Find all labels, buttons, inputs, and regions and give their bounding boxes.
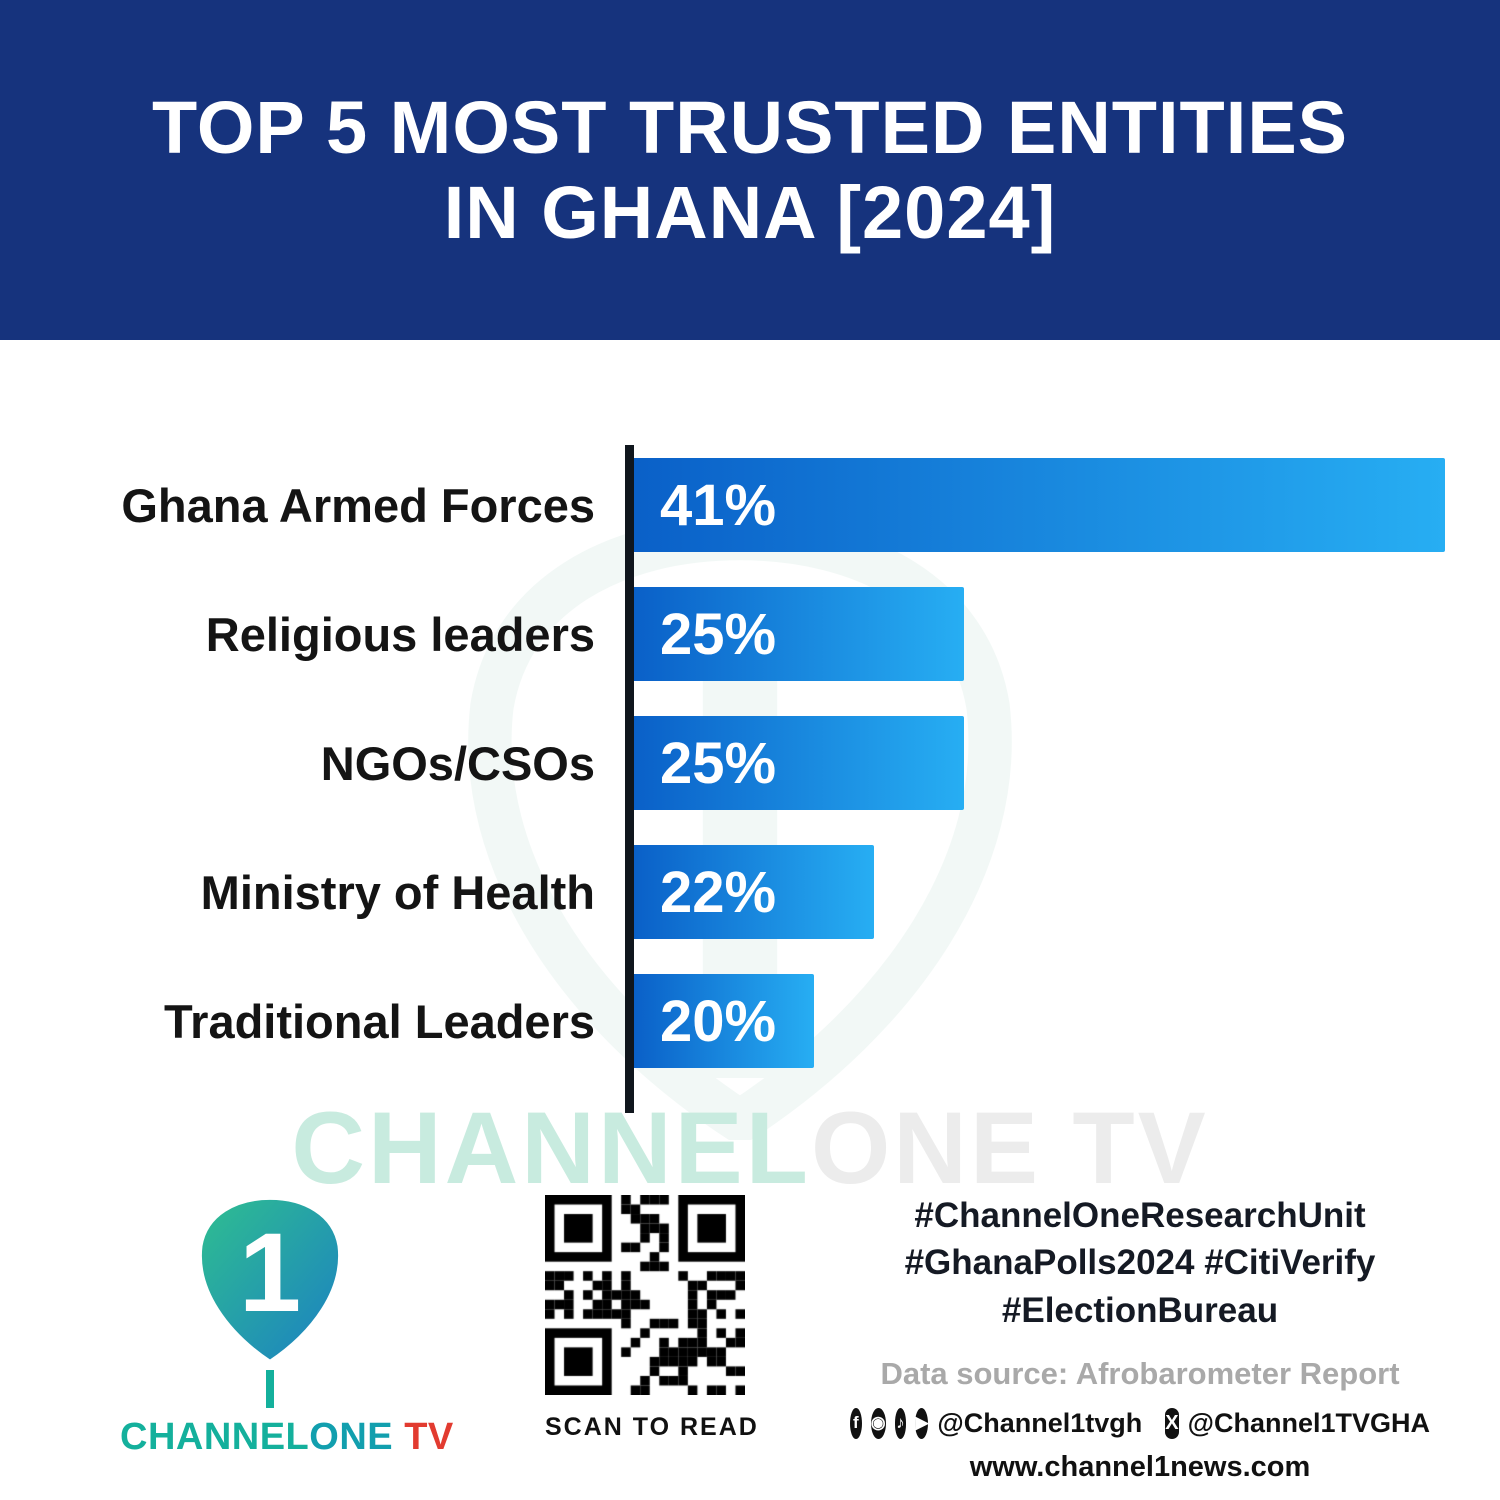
- bar: 25%: [634, 716, 965, 810]
- category-label: Traditional Leaders: [164, 994, 595, 1048]
- chart-row: Ghana Armed Forces 41%: [0, 458, 1445, 552]
- category-label: Religious leaders: [205, 607, 595, 661]
- brand-wordmark: CHANNELONE TV: [120, 1416, 453, 1459]
- qr-code: [545, 1195, 745, 1395]
- bar: 22%: [634, 845, 875, 939]
- bar-track: 25%: [625, 716, 1445, 810]
- bar-value-label: 20%: [660, 988, 777, 1054]
- qr-block: SCAN TO READ: [545, 1195, 759, 1442]
- social-handle-2: @Channel1TVGHA: [1187, 1407, 1430, 1438]
- bar: 20%: [634, 974, 815, 1068]
- bar-value-label: 41%: [660, 472, 777, 538]
- channel-one-logo-icon: 1: [180, 1190, 360, 1370]
- hashtag-line-3: #ElectionBureau: [1001, 1290, 1279, 1330]
- bar-track: 20%: [625, 974, 1445, 1068]
- website-url: www.channel1news.com: [969, 1450, 1311, 1483]
- category-label: Ministry of Health: [200, 865, 595, 919]
- watermark-part2: ONE TV: [810, 1091, 1209, 1205]
- footer-info-block: #ChannelOneResearchUnit #GhanaPolls2024 …: [850, 1192, 1430, 1484]
- hashtag-line-2: #GhanaPolls2024 #CitiVerify: [904, 1243, 1376, 1283]
- chart-row: NGOs/CSOs 25%: [0, 716, 1445, 810]
- trust-chart: Ghana Armed Forces 41% Religious leaders 25…: [0, 458, 1445, 1103]
- instagram-icon: ◉: [870, 1407, 886, 1439]
- bar-track: 41%: [625, 458, 1445, 552]
- chart-row: Ministry of Health 22%: [0, 845, 1445, 939]
- tiktok-icon: ♪: [894, 1407, 907, 1439]
- logo-pick-shape-icon: [196, 1194, 344, 1367]
- bar-value-label: 25%: [660, 601, 777, 667]
- chart-rows: Ghana Armed Forces 41% Religious leaders 25…: [0, 458, 1445, 1068]
- social-line: f ◉ ♪ ▶ @Channel1tvgh X @Channel1TVGHA: [850, 1407, 1430, 1439]
- category-label: Ghana Armed Forces: [121, 478, 595, 532]
- header-banner: TOP 5 MOST TRUSTED ENTITIES IN GHANA [20…: [0, 0, 1500, 340]
- page-title-line1: TOP 5 MOST TRUSTED ENTITIES: [151, 85, 1349, 169]
- social-handle-1: @Channel1tvgh: [937, 1407, 1143, 1438]
- logo-stem: [266, 1370, 274, 1408]
- hashtag-line-1: #ChannelOneResearchUnit: [914, 1196, 1366, 1235]
- youtube-icon: ▶: [915, 1407, 929, 1439]
- chart-row: Religious leaders 25%: [0, 587, 1445, 681]
- facebook-icon: f: [850, 1407, 862, 1439]
- footer: 1 CHANNELONE TV SCAN TO READ #ChannelOne…: [0, 1180, 1500, 1500]
- watermark-part1: CHANNEL: [291, 1091, 811, 1205]
- x-icon: X: [1165, 1407, 1179, 1439]
- data-source-label: Data source: Afrobarometer Report: [880, 1355, 1400, 1391]
- bar: 41%: [634, 458, 1445, 552]
- bar-value-label: 25%: [660, 730, 777, 796]
- page-title: TOP 5 MOST TRUSTED ENTITIES IN GHANA [20…: [152, 85, 1348, 255]
- category-label: NGOs/CSOs: [320, 736, 595, 790]
- page-title-line2: IN GHANA [2024]: [443, 171, 1057, 254]
- watermark-text: CHANNELONE TV: [0, 1090, 1500, 1207]
- bar: 25%: [634, 587, 965, 681]
- channel-one-logo-block: 1 CHANNELONE TV: [120, 1190, 453, 1459]
- brand-channel: CHANNEL: [120, 1416, 310, 1458]
- bar-value-label: 22%: [660, 859, 777, 925]
- bar-track: 22%: [625, 845, 1445, 939]
- logo-digit: 1: [238, 1210, 302, 1335]
- qr-caption: SCAN TO READ: [545, 1413, 759, 1441]
- chart-row: Traditional Leaders 20%: [0, 974, 1445, 1068]
- bar-track: 25%: [625, 587, 1445, 681]
- brand-one: ONE: [309, 1416, 394, 1458]
- chart-axis-line: [625, 445, 634, 1113]
- brand-tv: TV: [393, 1416, 454, 1458]
